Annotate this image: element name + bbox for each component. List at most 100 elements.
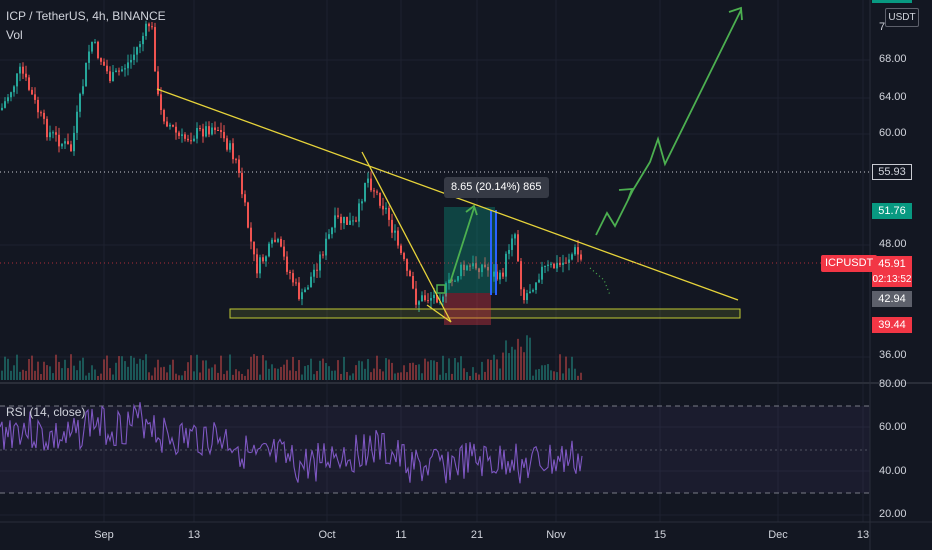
volume-bar xyxy=(325,363,327,380)
candle-body xyxy=(55,132,57,135)
candle-body xyxy=(313,269,315,277)
volume-bar xyxy=(106,355,108,380)
volume-bar xyxy=(214,364,216,380)
volume-label[interactable]: Vol xyxy=(6,28,23,42)
volume-bar xyxy=(382,371,384,380)
candle-body xyxy=(241,172,243,195)
volume-bar xyxy=(139,358,141,380)
candle-body xyxy=(121,69,123,72)
time-tick: 15 xyxy=(653,529,667,541)
candle-body xyxy=(352,220,354,222)
candle-body xyxy=(106,65,108,72)
position-entry-marker[interactable] xyxy=(436,284,446,294)
price-tick: 60.00 xyxy=(879,127,907,139)
volume-bar xyxy=(133,357,135,380)
position-loss-zone[interactable] xyxy=(444,293,491,325)
candle-body xyxy=(472,263,474,267)
candle-body xyxy=(265,256,267,262)
rising-trendline[interactable] xyxy=(426,304,452,323)
candle-body xyxy=(274,239,276,242)
candle-body xyxy=(391,219,393,233)
measure-arrow-head xyxy=(465,204,478,216)
volume-bar xyxy=(277,368,279,380)
candle-body xyxy=(49,132,51,138)
candle-body xyxy=(238,159,240,173)
candle-body xyxy=(568,259,570,263)
volume-bar xyxy=(538,369,540,380)
candle-body xyxy=(448,279,450,284)
candle-body xyxy=(430,298,432,301)
candle-countdown: 02:13:52 xyxy=(872,272,912,287)
volume-bar xyxy=(532,375,534,380)
volume-bar xyxy=(142,360,144,380)
volume-bar xyxy=(265,360,267,380)
volume-bar xyxy=(121,356,123,380)
candle-body xyxy=(25,73,27,78)
candle-body xyxy=(94,41,96,43)
volume-bar xyxy=(172,359,174,380)
candle-body xyxy=(7,97,9,102)
candle-body xyxy=(340,216,342,224)
support-zone[interactable] xyxy=(229,308,741,319)
candle-body xyxy=(196,128,198,139)
top-green-marker xyxy=(872,0,912,3)
volume-bar xyxy=(52,373,54,380)
volume-bar xyxy=(166,372,168,380)
candle-body xyxy=(10,92,12,98)
steep-trendline[interactable] xyxy=(361,151,452,323)
volume-bar xyxy=(91,365,93,380)
candle-body xyxy=(214,127,216,130)
candle-body xyxy=(289,271,291,274)
candle-body xyxy=(466,265,468,271)
volume-bar xyxy=(100,373,102,380)
candle-body xyxy=(19,66,21,74)
volume-bar xyxy=(376,355,378,380)
candle-body xyxy=(103,61,105,66)
rsi-tick: 20.00 xyxy=(879,508,907,520)
time-tick: Nov xyxy=(546,529,566,541)
candle-body xyxy=(172,124,174,127)
candle-body xyxy=(208,126,210,135)
time-tick: Sep xyxy=(94,529,114,541)
small-dotted-projection xyxy=(589,267,611,296)
candle-body xyxy=(349,220,351,225)
candle-body xyxy=(355,220,357,222)
candle-body xyxy=(178,132,180,136)
candle-body xyxy=(256,254,258,274)
volume-bar xyxy=(424,358,426,380)
candle-body xyxy=(328,234,330,239)
candle-body xyxy=(403,253,405,260)
candle-body xyxy=(376,191,378,193)
candle-body xyxy=(463,264,465,271)
volume-bar xyxy=(229,354,231,380)
candle-body xyxy=(160,94,162,111)
chart-title[interactable]: ICP / TetherUS, 4h, BINANCE xyxy=(6,9,166,23)
volume-bar xyxy=(196,354,198,380)
candle-body xyxy=(427,300,429,302)
volume-bar xyxy=(175,373,177,380)
projection-path[interactable] xyxy=(595,9,742,236)
candle-body xyxy=(343,216,345,224)
candle-body xyxy=(286,256,288,272)
volume-bar xyxy=(379,369,381,380)
candle-body xyxy=(379,192,381,206)
candle-body xyxy=(82,86,84,94)
volume-bar xyxy=(433,360,435,380)
rsi-label[interactable]: RSI (14, close) xyxy=(6,405,86,419)
volume-bar xyxy=(7,358,9,380)
volume-bar xyxy=(355,365,357,380)
volume-bar xyxy=(427,361,429,380)
candle-body xyxy=(28,77,30,90)
candle-body xyxy=(361,201,363,204)
candle-body xyxy=(373,190,375,192)
candle-body xyxy=(181,134,183,136)
symbol-badge: ICPUSDT xyxy=(821,255,878,272)
candle-body xyxy=(502,272,504,277)
candle-body xyxy=(445,283,447,297)
volume-bar xyxy=(154,367,156,380)
candle-body xyxy=(283,246,285,257)
candle-body xyxy=(277,238,279,242)
volume-bar xyxy=(184,370,186,380)
currency-button[interactable]: USDT xyxy=(885,8,919,27)
